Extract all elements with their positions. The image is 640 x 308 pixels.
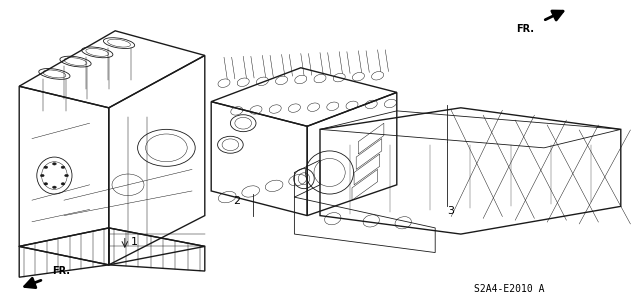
Ellipse shape xyxy=(65,174,68,177)
Ellipse shape xyxy=(44,183,48,185)
Text: 3: 3 xyxy=(447,206,454,216)
Ellipse shape xyxy=(44,166,48,168)
Ellipse shape xyxy=(52,163,56,165)
Ellipse shape xyxy=(52,186,56,188)
Ellipse shape xyxy=(40,174,44,177)
Text: S2A4-E2010 A: S2A4-E2010 A xyxy=(474,284,544,294)
Ellipse shape xyxy=(61,183,65,185)
Text: FR.: FR. xyxy=(52,266,70,276)
Text: 2: 2 xyxy=(234,196,241,205)
Text: FR.: FR. xyxy=(516,24,534,34)
Ellipse shape xyxy=(61,166,65,168)
Text: 1: 1 xyxy=(131,237,138,247)
